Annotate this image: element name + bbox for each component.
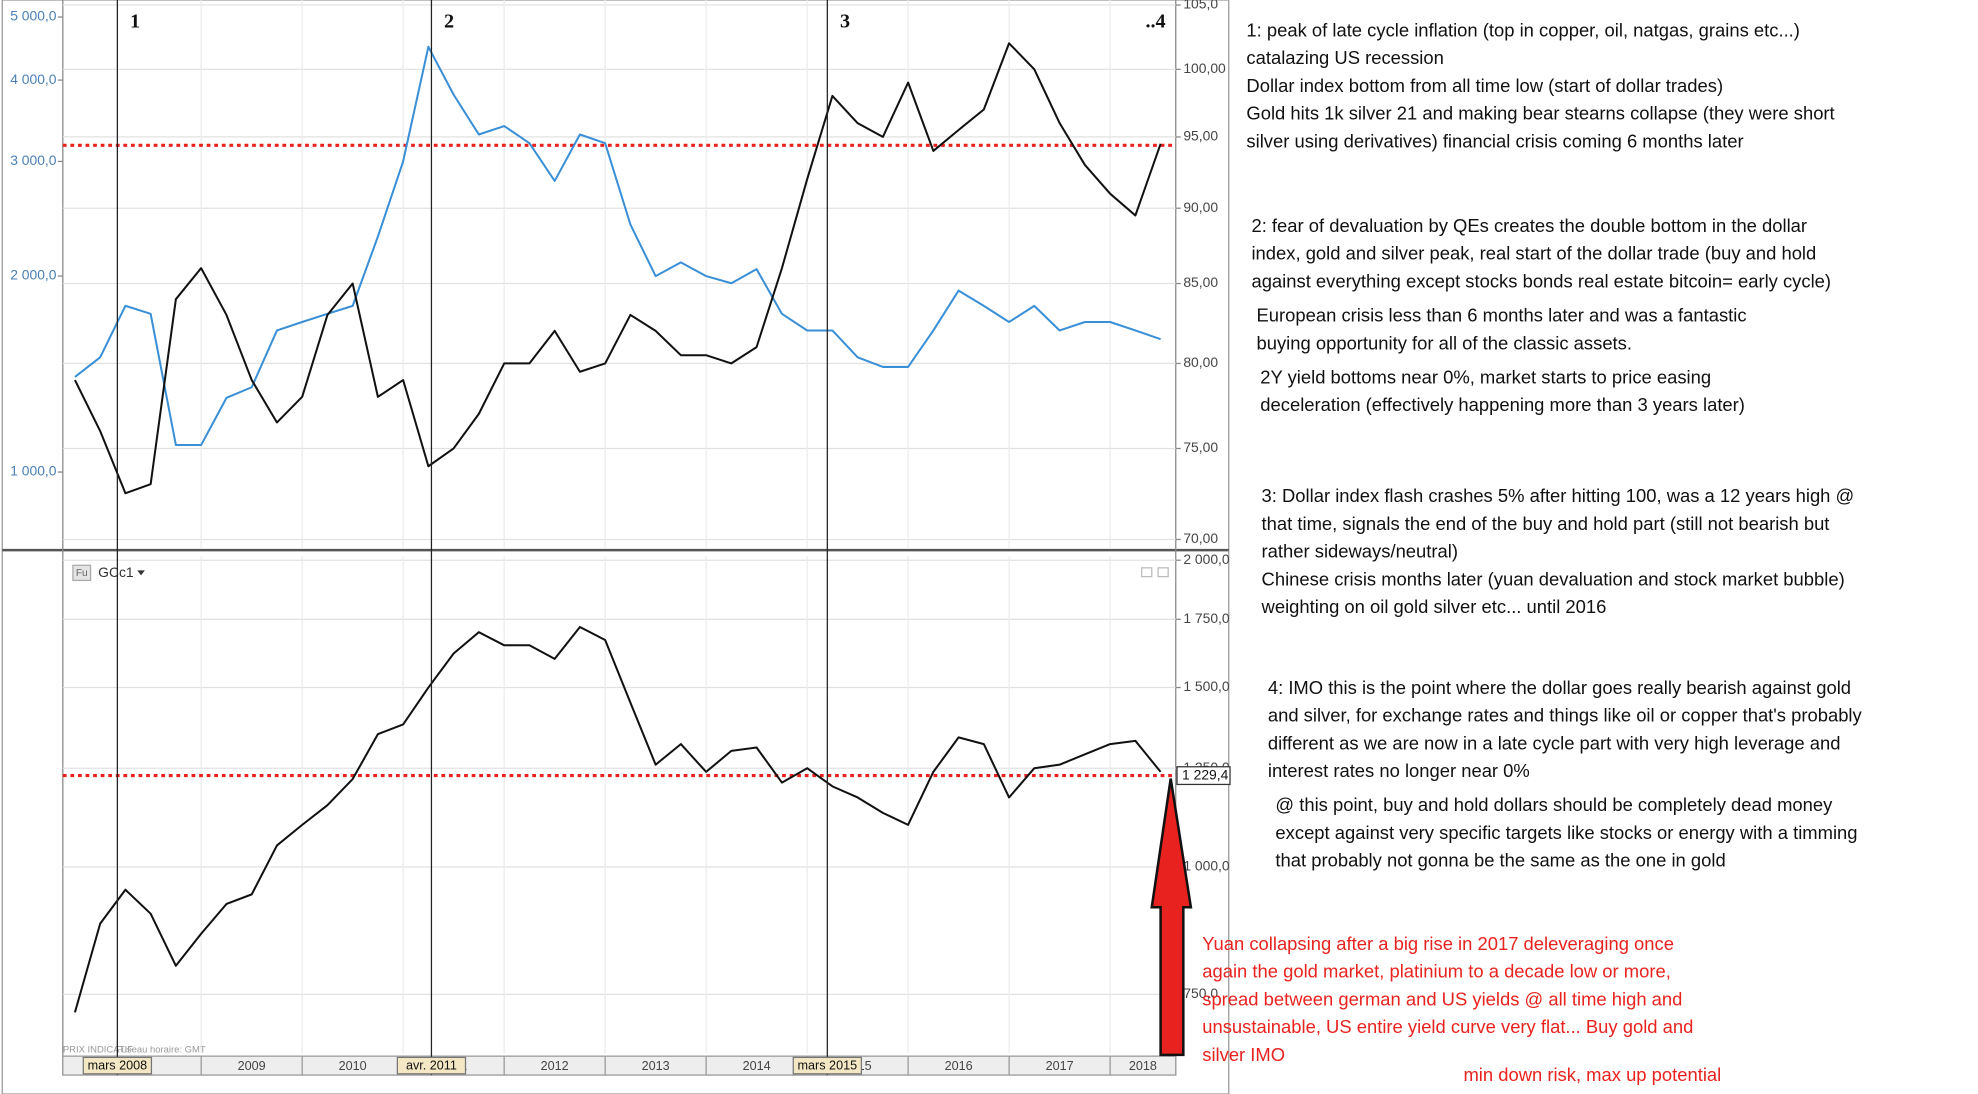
y-tick-label: 70,00 bbox=[1183, 530, 1218, 546]
event-date-box bbox=[792, 1056, 863, 1075]
event-date-box bbox=[396, 1056, 467, 1075]
y-tick-label: 1 000,0 bbox=[10, 463, 57, 479]
note-line: buying opportunity for all of the classi… bbox=[1257, 332, 1632, 353]
note-line: interest rates no longer near 0% bbox=[1268, 760, 1530, 781]
series-line bbox=[74, 45, 1161, 447]
y-tick-label: 1 500,0 bbox=[1183, 678, 1230, 694]
note-line: and silver, for exchange rates and thing… bbox=[1268, 705, 1863, 726]
note-line: European crisis less than 6 months later… bbox=[1257, 305, 1747, 326]
dropdown-arrow[interactable] bbox=[137, 570, 145, 576]
note-line: different as we are now in a late cycle … bbox=[1268, 732, 1841, 753]
event-date-label: mars 2015 bbox=[798, 1059, 858, 1073]
red-note-line: silver IMO bbox=[1202, 1044, 1285, 1065]
pane-button[interactable] bbox=[1157, 567, 1169, 578]
event-label: 3 bbox=[840, 10, 850, 32]
y-tick-label: 4 000,0 bbox=[10, 71, 57, 87]
event-label: ..4 bbox=[1145, 10, 1165, 32]
note-line: deceleration (effectively happening more… bbox=[1260, 394, 1745, 415]
pane-button[interactable] bbox=[1141, 567, 1153, 578]
note-line: rather sideways/neutral) bbox=[1262, 541, 1458, 562]
pane-title: GCc1 bbox=[98, 564, 134, 580]
y-tick-label: 750,0 bbox=[1183, 985, 1218, 1001]
x-tick-label: 2013 bbox=[642, 1059, 670, 1073]
note-line: 2: fear of devaluation by QEs creates th… bbox=[1251, 215, 1807, 236]
y-tick-label: 1 750,0 bbox=[1183, 610, 1230, 626]
y-tick-label: 5 000,0 bbox=[10, 8, 57, 24]
y-tick-label: 80,00 bbox=[1183, 354, 1218, 370]
note-line: Gold hits 1k silver 21 and making bear s… bbox=[1246, 103, 1834, 124]
x-tick-label: 2010 bbox=[339, 1059, 367, 1073]
footer-timezone: Fuseau horaire: GMT bbox=[116, 1044, 206, 1055]
note-line: weighting on oil gold silver etc... unti… bbox=[1261, 596, 1607, 617]
red-footer: min down risk, max up potential bbox=[1463, 1064, 1721, 1085]
y-tick-label: 105,0 bbox=[1183, 0, 1218, 12]
price-tag bbox=[1176, 766, 1231, 786]
y-tick-label: 3 000,0 bbox=[10, 152, 57, 168]
note-line: Chinese crisis months later (yuan devalu… bbox=[1262, 568, 1845, 589]
chart-panel bbox=[1, 0, 1230, 1094]
icon-text: Fu bbox=[76, 568, 88, 579]
x-tick-label: 2016 bbox=[945, 1059, 973, 1073]
x-tick-label: 2009 bbox=[238, 1059, 266, 1073]
instrument-icon bbox=[72, 564, 92, 582]
x-tick-label: 2017 bbox=[1046, 1059, 1074, 1073]
y-tick-label: 75,00 bbox=[1183, 439, 1218, 455]
y-tick-label: 95,00 bbox=[1183, 128, 1218, 144]
red-note-line: again the gold market, platinium to a de… bbox=[1202, 961, 1671, 982]
y-tick-label: 90,00 bbox=[1183, 199, 1218, 215]
x-tick-label: 2014 bbox=[743, 1059, 771, 1073]
event-date-label: avr. 2011 bbox=[406, 1059, 457, 1073]
note-line: that time, signals the end of the buy an… bbox=[1262, 513, 1830, 534]
event-label: 1 bbox=[130, 10, 140, 32]
x-tick-label: 2018 bbox=[1129, 1059, 1157, 1073]
note-line: 2Y yield bottoms near 0%, market starts … bbox=[1260, 366, 1711, 387]
chart-layer: 1 000,0 2 000,0 3 000,0 4 000,0 5 000,0 70,00… bbox=[10, 0, 1231, 1076]
note-line: catalazing US recession bbox=[1246, 47, 1443, 68]
note-line: index, gold and silver peak, real start … bbox=[1251, 243, 1816, 264]
note-line: 1: peak of late cycle inflation (top in … bbox=[1246, 19, 1800, 40]
note-line: 3: Dollar index flash crashes 5% after h… bbox=[1262, 485, 1855, 506]
note-line: silver using derivatives) financial cris… bbox=[1246, 130, 1743, 151]
y-tick-label: 2 000,0 bbox=[10, 267, 57, 283]
event-label: 2 bbox=[444, 10, 454, 32]
y-tick-label: 100,00 bbox=[1183, 60, 1226, 76]
note-line: 4: IMO this is the point where the dolla… bbox=[1268, 677, 1851, 698]
note-line: @ this point, buy and hold dollars shoul… bbox=[1275, 794, 1833, 815]
red-note-line: unsustainable, US entire yield curve ver… bbox=[1202, 1016, 1693, 1037]
event-date-label: mars 2008 bbox=[88, 1059, 148, 1073]
price-tag-label: 1 229,4 bbox=[1182, 766, 1229, 782]
series-line bbox=[74, 42, 1162, 495]
y-tick-label: 1 000,0 bbox=[1183, 858, 1230, 874]
footer-source: PRIX INDICATIF bbox=[63, 1044, 133, 1055]
red-note-line: spread between german and US yields @ al… bbox=[1202, 988, 1682, 1009]
red-note-line: Yuan collapsing after a big rise in 2017… bbox=[1202, 933, 1674, 954]
note-line: that probably not gonna be the same as t… bbox=[1275, 850, 1725, 871]
note-line: Dollar index bottom from all time low (s… bbox=[1246, 75, 1723, 96]
series-line bbox=[73, 625, 1162, 1013]
x-axis-strip bbox=[62, 1055, 1177, 1076]
y-tick-label: 85,00 bbox=[1183, 274, 1218, 290]
y-tick-label: 2 000,0 bbox=[1183, 551, 1230, 567]
x-tick-label: 2012 bbox=[541, 1059, 569, 1073]
note-line: against everything except stocks bonds r… bbox=[1251, 271, 1831, 292]
note-line: except against very specific targets lik… bbox=[1275, 822, 1857, 843]
up-arrow bbox=[1150, 778, 1193, 1057]
event-date-box bbox=[82, 1056, 153, 1075]
